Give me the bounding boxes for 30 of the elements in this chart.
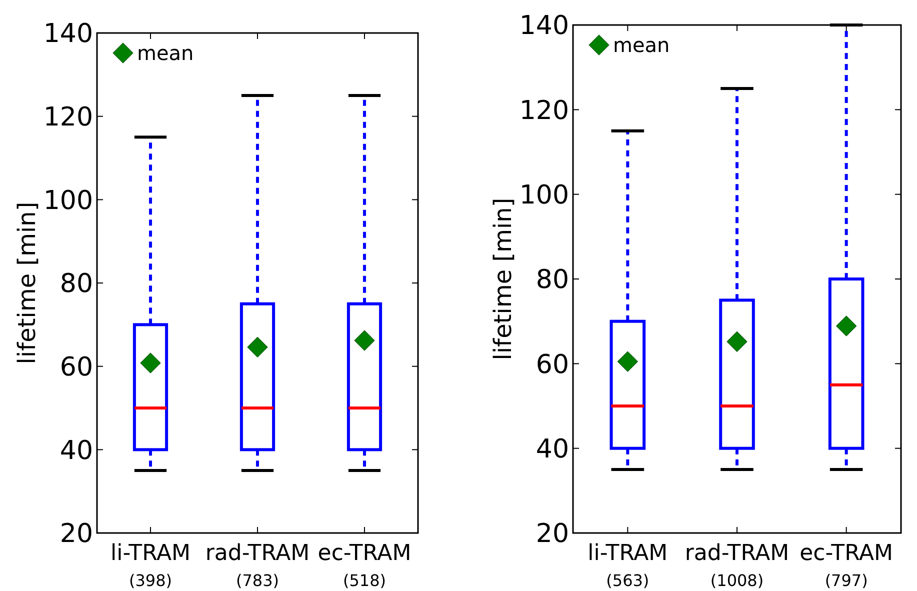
- point: [140, 352, 161, 374]
- legend-label: mean: [613, 33, 670, 57]
- y-tick-label: 20: [536, 519, 569, 550]
- point: [726, 331, 748, 352]
- x-tick-label: ec-TRAM (797): [800, 541, 894, 590]
- x-tick-label: li-TRAM (563): [588, 541, 668, 590]
- point: [247, 336, 268, 358]
- x-tick-label: li-TRAM (398): [110, 541, 191, 590]
- y-tick-label: 140: [519, 11, 569, 42]
- x-tick-label: rad-TRAM (783): [205, 541, 310, 590]
- y-tick-label: 20: [60, 519, 93, 550]
- y-tick-label: 60: [536, 350, 569, 380]
- y-tick-label: 140: [43, 19, 93, 50]
- y-axis-title: lifetime [min]: [489, 198, 517, 360]
- x-tick-label: ec-TRAM (518): [318, 541, 412, 590]
- point: [354, 330, 375, 351]
- y-tick-label: 100: [43, 186, 93, 216]
- y-tick-label: 100: [519, 180, 569, 210]
- y-tick-label: 40: [536, 434, 569, 464]
- point: [836, 316, 857, 336]
- y-tick-label: 120: [519, 96, 569, 126]
- y-tick-label: 80: [60, 269, 93, 300]
- y-axis-title: lifetime [min]: [13, 202, 41, 364]
- y-tick-label: 120: [43, 102, 93, 132]
- x-tick-label: rad-TRAM (1008): [684, 541, 790, 590]
- y-tick-label: 80: [536, 265, 569, 296]
- y-tick-label: 60: [60, 352, 93, 382]
- legend-label: mean: [137, 41, 194, 65]
- y-tick-label: 40: [60, 436, 93, 466]
- point: [617, 351, 638, 372]
